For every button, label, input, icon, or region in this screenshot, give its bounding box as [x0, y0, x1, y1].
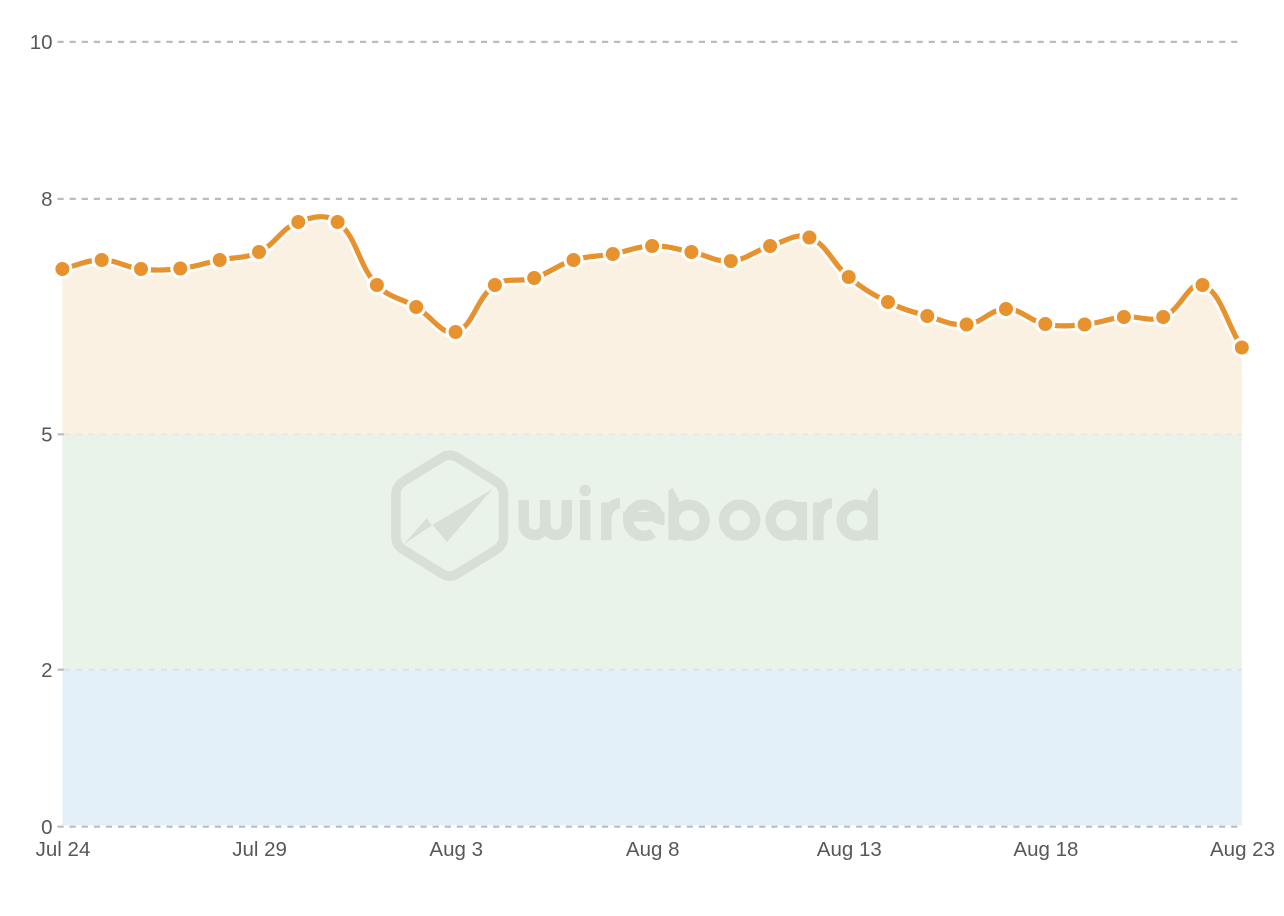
svg-text:0: 0: [41, 816, 52, 839]
svg-text:10: 10: [30, 31, 53, 54]
svg-text:Jul 24: Jul 24: [36, 838, 91, 861]
svg-text:Aug 3: Aug 3: [429, 838, 483, 861]
svg-text:Aug 23: Aug 23: [1210, 838, 1275, 861]
svg-text:Aug 13: Aug 13: [817, 838, 882, 861]
svg-text:8: 8: [41, 188, 52, 211]
svg-text:2: 2: [41, 659, 52, 682]
svg-text:Aug 18: Aug 18: [1013, 838, 1078, 861]
svg-text:5: 5: [41, 424, 52, 447]
svg-text:Aug 8: Aug 8: [626, 838, 680, 861]
svg-text:Jul 29: Jul 29: [232, 838, 287, 861]
